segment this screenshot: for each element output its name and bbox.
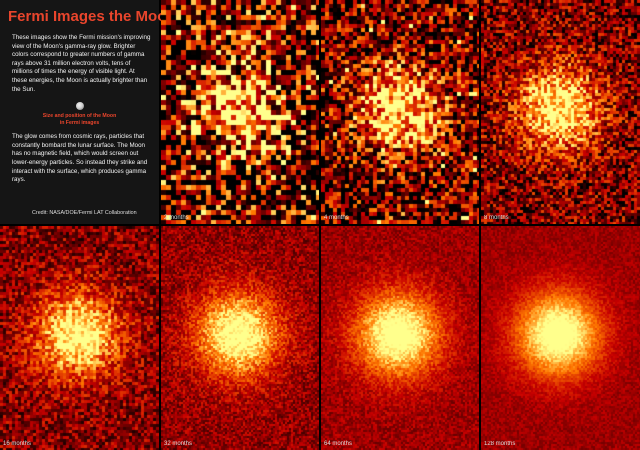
gamma-ray-map xyxy=(321,226,479,450)
exposure-label: 128 months xyxy=(484,441,516,447)
gamma-ray-map xyxy=(0,226,159,450)
moon-legend: Size and position of the Moon in Fermi i… xyxy=(8,102,151,126)
exposure-label: 4 months xyxy=(324,215,349,221)
explanation-text: The glow comes from cosmic rays, particl… xyxy=(12,133,148,184)
fermi-image-panel: 128 months xyxy=(481,226,640,450)
page-title: Fermi Images the Moon xyxy=(8,8,176,25)
gamma-ray-map xyxy=(481,226,640,450)
moon-caption-line2: in Fermi images xyxy=(59,119,100,126)
exposure-label: 8 months xyxy=(484,215,509,221)
info-panel: Fermi Images the Moon These images show … xyxy=(0,0,176,224)
exposure-label: 64 months xyxy=(324,441,353,447)
fermi-image-panel: 32 months xyxy=(161,226,319,450)
exposure-label: 32 months xyxy=(164,441,193,447)
credit-text: Credit: NASA/DOE/Fermi LAT Collaboration xyxy=(32,210,137,216)
fermi-image-panel: 2 months xyxy=(161,0,319,224)
moon-icon xyxy=(75,102,84,111)
gamma-ray-map xyxy=(321,0,479,224)
fermi-image-panel: 8 months xyxy=(481,0,640,224)
exposure-label: 2 months xyxy=(164,215,189,221)
fermi-image-panel: 4 months xyxy=(321,0,479,224)
fermi-image-panel: 64 months xyxy=(321,226,479,450)
gamma-ray-map xyxy=(161,0,319,224)
gamma-ray-map xyxy=(481,0,640,224)
intro-text: These images show the Fermi mission's im… xyxy=(12,34,151,93)
moon-caption-line1: Size and position of the Moon xyxy=(42,113,117,120)
exposure-label: 16 months xyxy=(3,441,32,447)
gamma-ray-map xyxy=(161,226,319,450)
fermi-image-panel: 16 months xyxy=(0,226,159,450)
